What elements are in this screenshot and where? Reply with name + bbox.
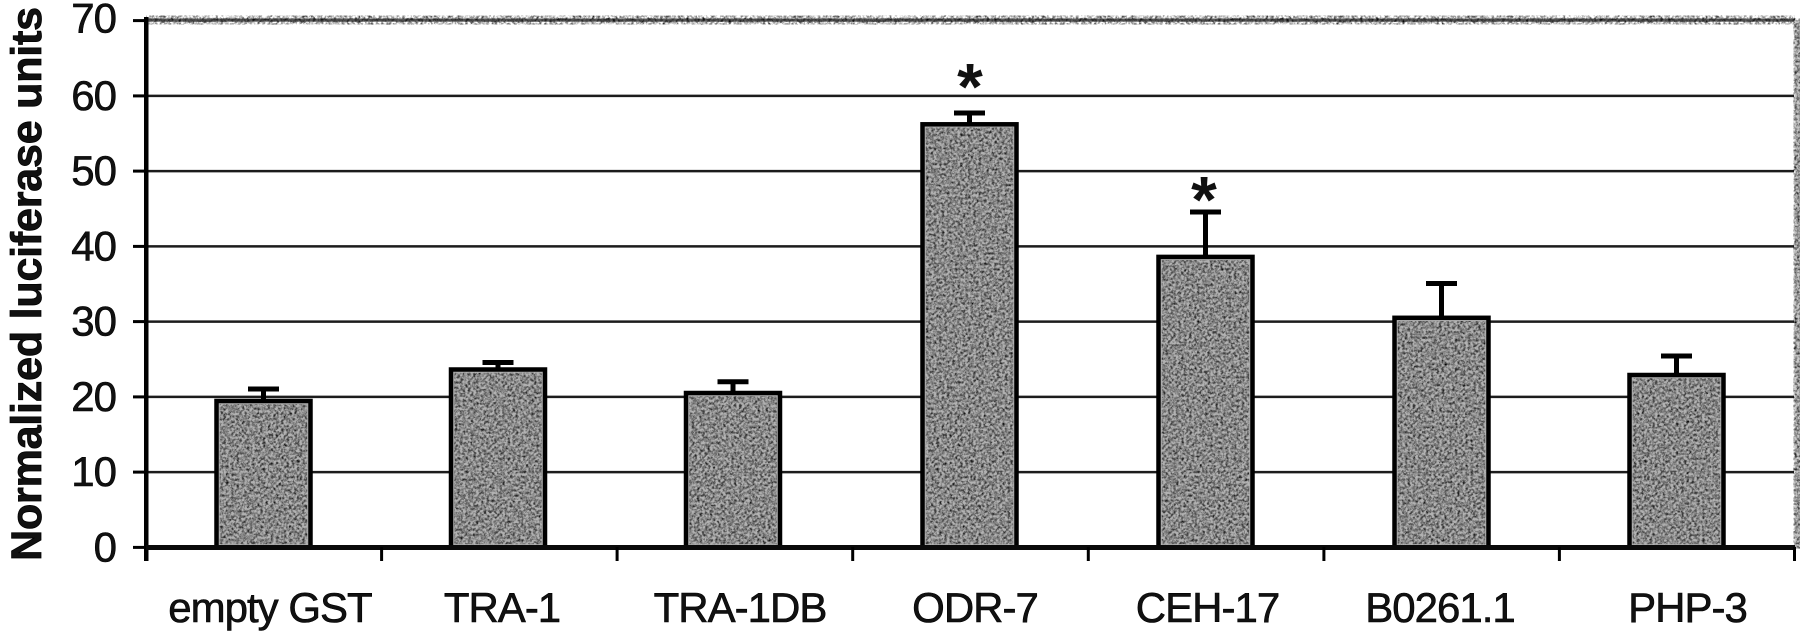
svg-text:CEH-17: CEH-17 bbox=[1136, 584, 1279, 631]
svg-text:20: 20 bbox=[71, 373, 116, 420]
svg-text:10: 10 bbox=[71, 448, 116, 495]
svg-text:empty GST: empty GST bbox=[168, 584, 372, 631]
svg-text:*: * bbox=[1191, 163, 1217, 237]
svg-text:TRA-1DB: TRA-1DB bbox=[654, 584, 827, 631]
svg-text:Normalized luciferase units: Normalized luciferase units bbox=[3, 7, 51, 561]
svg-text:TRA-1: TRA-1 bbox=[444, 584, 560, 631]
svg-text:30: 30 bbox=[71, 298, 116, 345]
svg-text:40: 40 bbox=[71, 222, 116, 269]
svg-text:60: 60 bbox=[71, 72, 116, 119]
svg-text:B0261.1: B0261.1 bbox=[1365, 584, 1514, 631]
svg-text:0: 0 bbox=[94, 523, 116, 570]
svg-text:70: 70 bbox=[71, 0, 116, 42]
svg-text:ODR-7: ODR-7 bbox=[912, 584, 1038, 631]
svg-text:*: * bbox=[957, 50, 983, 124]
svg-text:50: 50 bbox=[71, 147, 116, 194]
svg-text:PHP-3: PHP-3 bbox=[1628, 584, 1747, 631]
